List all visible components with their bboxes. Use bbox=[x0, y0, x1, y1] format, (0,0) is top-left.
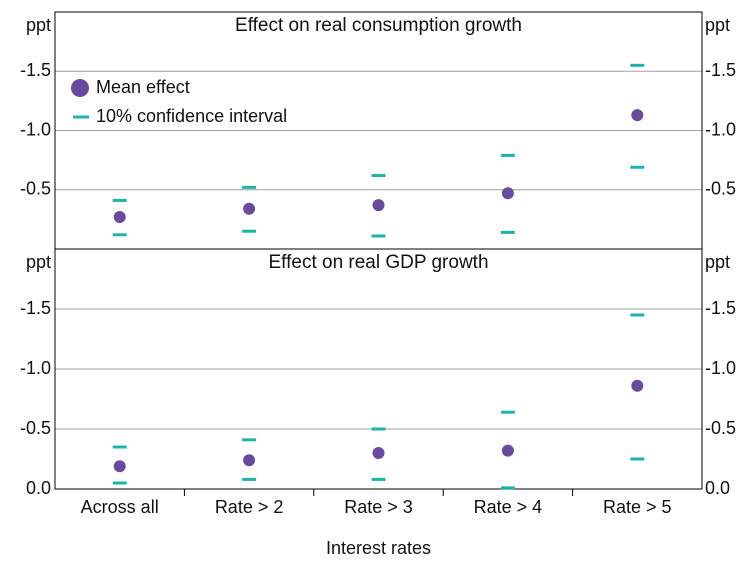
y-tick-label: -0.5 bbox=[20, 418, 51, 438]
mean-dot bbox=[113, 460, 126, 473]
panel-frame bbox=[54, 248, 703, 490]
y-tick-label-right: -0.5 bbox=[705, 418, 736, 438]
y-tick-label-right: 0.0 bbox=[705, 478, 730, 498]
mean-dot bbox=[631, 379, 644, 392]
y-tick-label: -1.0 bbox=[20, 358, 51, 378]
mean-dot bbox=[372, 447, 385, 459]
y-tick-label: -1.5 bbox=[20, 298, 51, 318]
y-tick-label-right: -1.5 bbox=[705, 298, 736, 318]
y-tick-label: -1.5 bbox=[20, 60, 51, 80]
mean-dot bbox=[243, 454, 256, 467]
y-axis-label: ppt bbox=[26, 252, 51, 272]
y-tick-label: -1.0 bbox=[20, 119, 51, 139]
mean-dot bbox=[243, 202, 256, 215]
x-tick-label: Rate > 5 bbox=[603, 497, 672, 517]
y-tick-label: -0.5 bbox=[20, 179, 51, 199]
y-axis-label-right: ppt bbox=[705, 15, 730, 35]
x-tick-label: Across all bbox=[81, 497, 159, 517]
y-tick-label-right: -0.5 bbox=[705, 179, 736, 199]
panel-title: Effect on real GDP growth bbox=[268, 252, 488, 273]
mean-dot bbox=[113, 211, 126, 224]
legend-label: Mean effect bbox=[96, 77, 190, 97]
x-tick-label: Rate > 4 bbox=[474, 497, 543, 517]
x-tick-label: Rate > 3 bbox=[344, 497, 413, 517]
panel-title: Effect on real consumption growth bbox=[235, 15, 522, 36]
x-axis-label: Interest rates bbox=[326, 538, 431, 558]
legend-label: 10% confidence interval bbox=[96, 106, 287, 126]
mean-dot bbox=[501, 444, 514, 457]
y-axis-label: ppt bbox=[26, 15, 51, 35]
y-axis-label-right: ppt bbox=[705, 252, 730, 272]
y-tick-label-right: -1.5 bbox=[705, 60, 736, 80]
legend-dot bbox=[71, 79, 89, 97]
mean-dot bbox=[631, 109, 644, 122]
y-tick-label-right: -1.0 bbox=[705, 358, 736, 378]
y-tick-label-right: -1.0 bbox=[705, 119, 736, 139]
mean-dot bbox=[372, 199, 385, 212]
mean-dot bbox=[501, 187, 514, 200]
x-tick-label: Rate > 2 bbox=[215, 497, 284, 517]
y-tick-label: 0.0 bbox=[26, 478, 51, 498]
